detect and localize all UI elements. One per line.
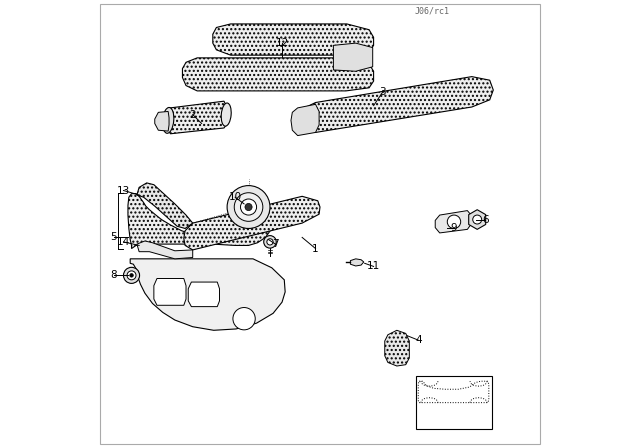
Polygon shape xyxy=(298,77,493,133)
Text: 4: 4 xyxy=(415,335,422,345)
Circle shape xyxy=(267,239,273,245)
Text: 13: 13 xyxy=(117,185,130,195)
Circle shape xyxy=(227,185,270,228)
Text: 12: 12 xyxy=(275,38,289,48)
Polygon shape xyxy=(184,196,320,250)
Circle shape xyxy=(473,215,482,224)
Polygon shape xyxy=(435,211,472,233)
Bar xyxy=(416,376,492,430)
Text: 5: 5 xyxy=(110,233,117,242)
Circle shape xyxy=(447,215,461,228)
Circle shape xyxy=(234,193,263,221)
Polygon shape xyxy=(154,279,186,305)
Circle shape xyxy=(264,236,276,248)
Text: 9: 9 xyxy=(451,224,458,233)
Text: 3: 3 xyxy=(380,87,386,97)
Text: J06/rc1: J06/rc1 xyxy=(414,6,449,15)
Circle shape xyxy=(124,267,140,284)
Polygon shape xyxy=(137,241,193,259)
Polygon shape xyxy=(182,58,374,91)
Ellipse shape xyxy=(163,108,174,134)
Polygon shape xyxy=(333,43,372,71)
Text: 6: 6 xyxy=(482,215,488,224)
Polygon shape xyxy=(155,112,169,131)
Polygon shape xyxy=(350,259,364,266)
Text: 7: 7 xyxy=(272,239,278,249)
Text: 11: 11 xyxy=(367,262,380,271)
Circle shape xyxy=(127,271,136,280)
Circle shape xyxy=(241,199,257,215)
Polygon shape xyxy=(166,101,228,134)
Polygon shape xyxy=(137,183,193,228)
Ellipse shape xyxy=(221,103,231,126)
Text: 10: 10 xyxy=(228,192,242,202)
Circle shape xyxy=(245,203,252,211)
Polygon shape xyxy=(385,330,410,366)
Circle shape xyxy=(130,274,133,277)
Text: 8: 8 xyxy=(110,270,117,280)
Polygon shape xyxy=(213,24,374,55)
Text: 1: 1 xyxy=(312,244,319,254)
Text: 2: 2 xyxy=(189,110,196,120)
Circle shape xyxy=(233,307,255,330)
Polygon shape xyxy=(291,104,319,136)
Text: 14: 14 xyxy=(117,237,130,247)
Polygon shape xyxy=(130,259,285,330)
Polygon shape xyxy=(128,194,275,249)
Polygon shape xyxy=(188,282,220,306)
